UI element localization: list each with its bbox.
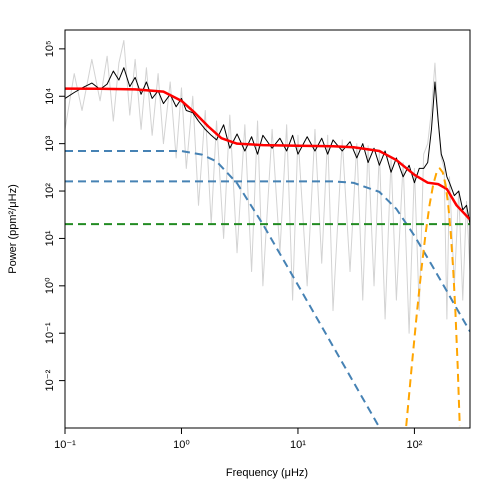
y-tick-label: 10⁴: [44, 88, 56, 105]
y-axis-label: Power (ppm²/μHz): [7, 184, 19, 273]
x-axis-label: Frequency (μHz): [226, 467, 308, 479]
series-line: [65, 40, 470, 334]
x-tick-label: 10²: [406, 439, 422, 451]
y-tick-label: 10³: [44, 135, 56, 151]
y-tick-label: 10⁰: [44, 277, 56, 294]
series-line: [65, 67, 470, 225]
y-tick-label: 10⁵: [44, 40, 56, 57]
x-tick-label: 10⁰: [173, 439, 190, 451]
series-line: [65, 180, 470, 332]
plot-frame: [64, 29, 471, 429]
x-tick-label: 10¹: [290, 439, 306, 451]
plot-area: [65, 40, 470, 428]
y-tick-label: 10⁻¹: [44, 322, 56, 344]
series-line: [405, 167, 461, 427]
series-line: [65, 87, 470, 221]
y-tick-label: 10⁻²: [44, 369, 56, 391]
series-line: [65, 149, 381, 428]
y-tick-label: 10¹: [44, 230, 56, 246]
x-tick-label: 10⁻¹: [54, 439, 76, 451]
y-tick-label: 10²: [44, 183, 56, 199]
